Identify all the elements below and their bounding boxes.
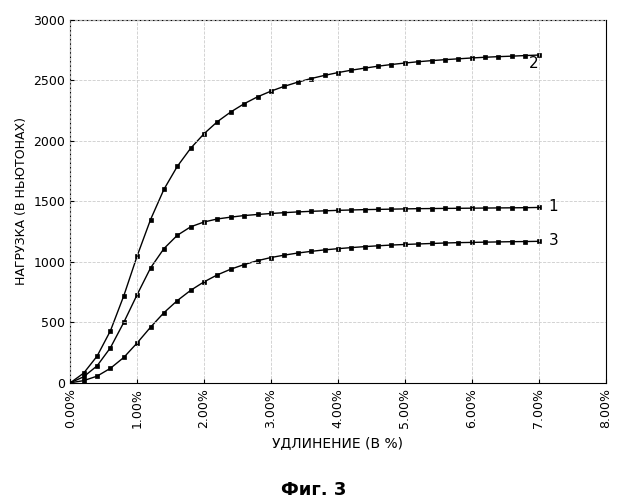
Text: 1: 1 [549, 200, 558, 214]
Text: Фиг. 3: Фиг. 3 [281, 481, 346, 499]
Y-axis label: НАГРУЗКА (В НЬЮТОНАХ): НАГРУЗКА (В НЬЮТОНАХ) [15, 118, 28, 286]
X-axis label: УДЛИНЕНИЕ (В %): УДЛИНЕНИЕ (В %) [272, 436, 403, 450]
Text: 3: 3 [549, 233, 559, 248]
Text: 2: 2 [529, 56, 538, 71]
